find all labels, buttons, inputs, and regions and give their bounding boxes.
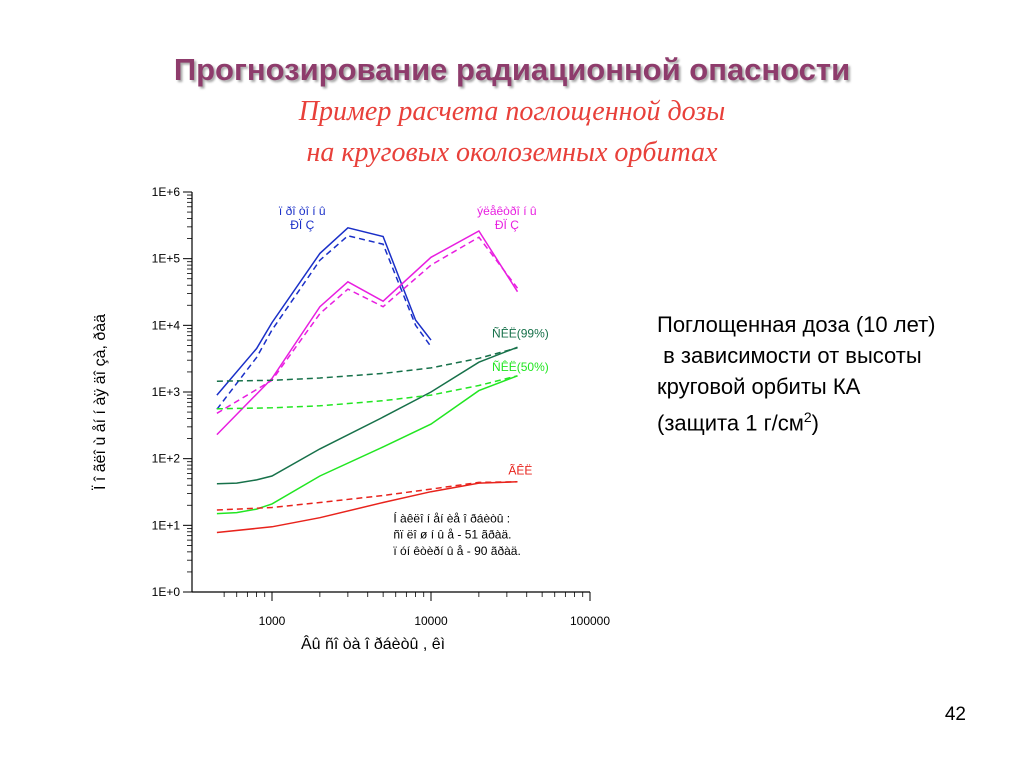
caption-line4-sup: 2 [803, 409, 812, 425]
y-tick-label: 1E+1 [152, 518, 181, 532]
x-axis-label: Âû ñî òà î ðáèòû , êì [301, 634, 445, 653]
y-axis-label: Ï î ãëî ù åí í àÿ äî çà, ðàä [91, 314, 109, 490]
y-tick-label: 1E+3 [152, 385, 181, 399]
chart-annotation-8: Í àêëî í åí èå î ðáèòû : [393, 511, 510, 526]
series-line-10 [216, 481, 518, 511]
x-tick-label: 10000 [414, 614, 448, 628]
y-tick-label: 1E+0 [152, 585, 181, 599]
chart-annotation-1: ï ðî òî í û [279, 204, 326, 218]
slide-subtitle-line1: Пример расчета поглощенной дозы [298, 96, 726, 127]
x-tick-label: 1000 [259, 614, 286, 628]
series-line-5 [216, 346, 518, 485]
caption-line3: круговой орбиты КА [657, 374, 861, 399]
chart-annotation-6: ÑÊË(50%) [492, 359, 549, 374]
chart-annotation-2: ÐÏ Ç [290, 218, 314, 232]
series-line-8 [216, 375, 518, 410]
caption-line4: (защита 1 г/см2) [657, 402, 1007, 438]
y-tick-label: 1E+4 [152, 318, 181, 332]
y-tick-label: 1E+5 [152, 252, 181, 266]
caption-line2: в зависимости от высоты [657, 343, 922, 368]
series-line-6 [216, 347, 518, 382]
series-line-1 [216, 226, 432, 396]
chart-annotation-4: ÐÏ Ç [495, 218, 519, 232]
series-line-3 [216, 230, 519, 436]
chart-annotation-3: ýëåêòðî í û [477, 204, 536, 218]
caption-line4-suffix: ) [811, 410, 819, 436]
caption-line4-prefix: (защита 1 г/см [657, 410, 804, 436]
series-line-7 [216, 375, 518, 515]
chart-annotation-7: ÃÊË [508, 462, 532, 477]
page-number: 42 [944, 704, 966, 725]
slide-subtitle-line2: на круговых околоземных орбитах [306, 137, 718, 168]
y-tick-label: 1E+2 [152, 452, 181, 466]
caption-line1: Поглощенная доза (10 лет) [657, 312, 936, 337]
y-tick-label: 1E+6 [152, 185, 181, 199]
series-line-2 [216, 234, 432, 410]
chart-annotation-9: ñï ëî ø í û å - 51 ãðàä. [393, 528, 511, 542]
slide-title: Прогнозирование радиационной опасности [173, 52, 851, 87]
series-line-4 [216, 236, 519, 414]
chart-caption: Поглощенная доза (10 лет) в зависимости … [657, 309, 1007, 438]
x-tick-label: 100000 [570, 614, 610, 628]
chart-annotation-5: ÑÊË(99%) [492, 325, 549, 340]
chart-annotation-10: ï óí êòèðí û å - 90 ãðàä. [393, 544, 520, 558]
